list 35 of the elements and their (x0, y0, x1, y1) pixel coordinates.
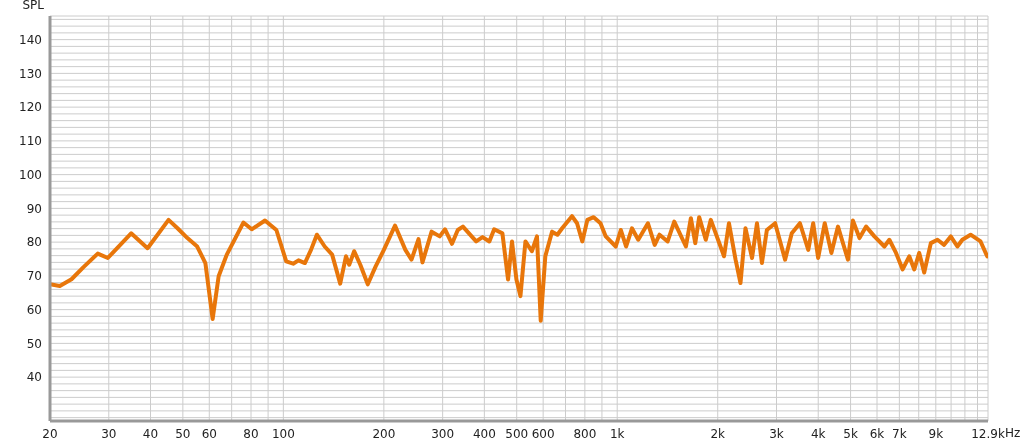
y-tick-label: 50 (26, 336, 42, 351)
x-tick-label: 6k (869, 426, 885, 441)
x-tick-label: 12.9k (971, 426, 1005, 441)
x-tick-label: 800 (573, 426, 597, 441)
x-tick-label: 7k (892, 426, 907, 441)
y-tick-label: 120 (19, 100, 42, 115)
y-tick-label: 40 (26, 370, 42, 385)
x-tick-label: 5k (843, 426, 858, 441)
y-tick-label: 140 (19, 32, 42, 47)
x-tick-label: 500 (505, 426, 529, 441)
x-tick-label: 30 (101, 426, 117, 441)
x-tick-label: 80 (243, 426, 259, 441)
y-tick-label: 110 (19, 134, 42, 149)
x-axis-title: Hz (1005, 426, 1021, 440)
y-tick-label: 80 (26, 235, 42, 250)
x-tick-label: 60 (201, 426, 217, 441)
x-tick-label: 200 (372, 426, 396, 441)
y-tick-label: 130 (19, 66, 42, 81)
x-tick-label: 20 (42, 426, 58, 441)
x-tick-label: 600 (531, 426, 555, 441)
x-tick-label: 9k (928, 426, 944, 441)
x-tick-label: 300 (431, 426, 455, 441)
x-tick-label: 4k (810, 426, 826, 441)
x-tick-label: 2k (710, 426, 726, 441)
x-tick-label: 400 (472, 426, 496, 441)
x-tick-label: 50 (175, 426, 191, 441)
x-tick-label: 3k (769, 426, 784, 441)
x-tick-label: 1k (609, 426, 625, 441)
x-tick-label: 40 (142, 426, 159, 441)
x-tick-label: 100 (271, 426, 295, 441)
y-tick-label: 70 (26, 269, 42, 284)
y-tick-label: 90 (26, 201, 42, 216)
y-tick-label: 60 (26, 302, 42, 317)
y-tick-label: 100 (19, 167, 42, 182)
y-axis-title: SPL (22, 0, 45, 12)
